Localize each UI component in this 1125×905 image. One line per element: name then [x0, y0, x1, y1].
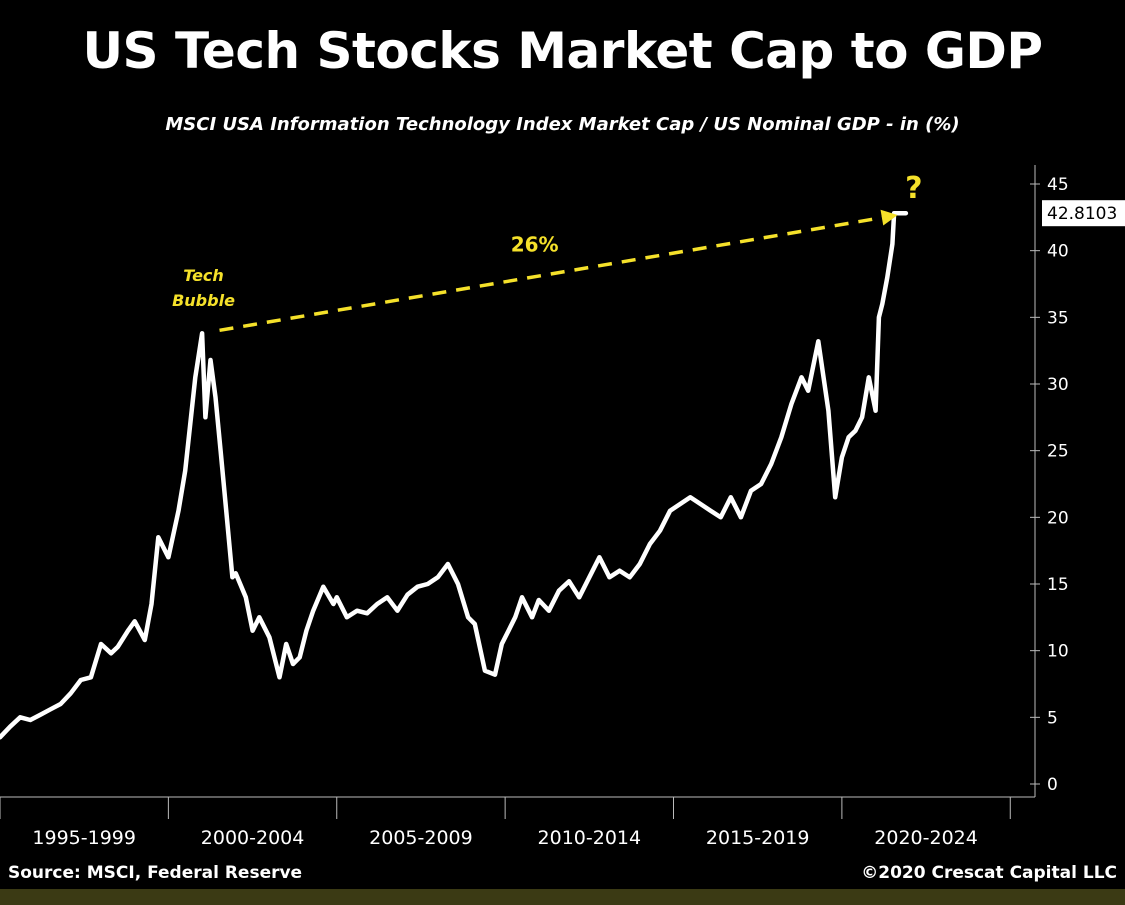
y-tick-label: 10	[1047, 642, 1069, 662]
last-value-label: 42.8103	[1047, 204, 1117, 224]
bubble-label-line2: Bubble	[172, 291, 235, 310]
y-tick-label: 35	[1047, 308, 1069, 328]
x-tick-label: 1995-1999	[32, 827, 136, 849]
y-tick-label: 30	[1047, 375, 1069, 395]
trend-arrow-line	[219, 214, 891, 333]
y-tick-label: 20	[1047, 508, 1069, 528]
source-note: Source: MSCI, Federal Reserve	[8, 863, 303, 883]
copyright-note: ©2020 Crescat Capital LLC	[861, 863, 1117, 883]
y-tick-label: 45	[1047, 175, 1069, 195]
y-tick-label: 15	[1047, 575, 1069, 595]
x-tick-label: 2015-2019	[706, 827, 810, 849]
y-tick-label: 40	[1047, 242, 1069, 262]
trend-arrow-head	[880, 209, 898, 226]
x-tick-label: 2020-2024	[874, 827, 978, 849]
y-tick-label: 5	[1047, 708, 1058, 728]
y-tick-label: 0	[1047, 775, 1058, 795]
chart-title: US Tech Stocks Market Cap to GDP	[82, 22, 1043, 80]
bottom-band	[0, 889, 1125, 905]
y-tick-label: 25	[1047, 442, 1069, 462]
bubble-label-line1: Tech	[183, 266, 224, 285]
x-tick-label: 2000-2004	[201, 827, 305, 849]
question-mark: ?	[905, 171, 922, 206]
series-line	[0, 210, 909, 740]
chart-subtitle: MSCI USA Information Technology Index Ma…	[165, 114, 960, 135]
x-tick-label: 2005-2009	[369, 827, 473, 849]
x-tick-label: 2010-2014	[538, 827, 642, 849]
last-value-box	[1042, 200, 1125, 227]
arrow-label: 26%	[511, 232, 559, 256]
